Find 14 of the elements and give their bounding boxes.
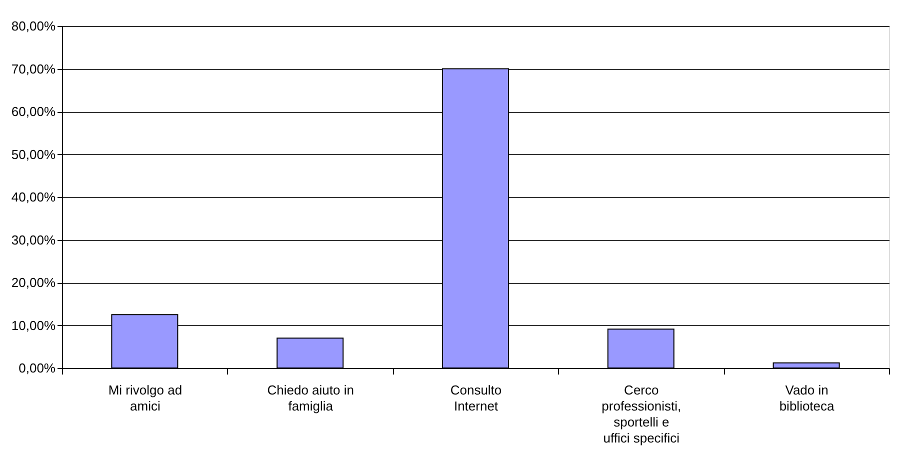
y-tick-label: 0,00% [18,360,56,376]
y-tick-label: 20,00% [11,275,56,290]
y-tick-label: 60,00% [11,104,56,119]
y-tick-label: 50,00% [11,146,56,162]
x-tick-label: Cerco professionisti, sportelli e uffici specifici [602,382,682,446]
y-tick-label: 70,00% [11,61,56,76]
x-tick-label: Chiedo aiuto in famiglia [267,382,354,414]
x-tick-label: Mi rivolgo ad amici [108,382,182,414]
y-tick-label: 40,00% [11,190,56,204]
y-tick-label: 30,00% [11,232,56,248]
x-tick-label: Consulto Internet [450,382,502,414]
y-tick-label: 10,00% [11,318,56,333]
x-tick-label: Vado in biblioteca [779,382,836,414]
y-tick-label: 80,00% [11,18,56,34]
